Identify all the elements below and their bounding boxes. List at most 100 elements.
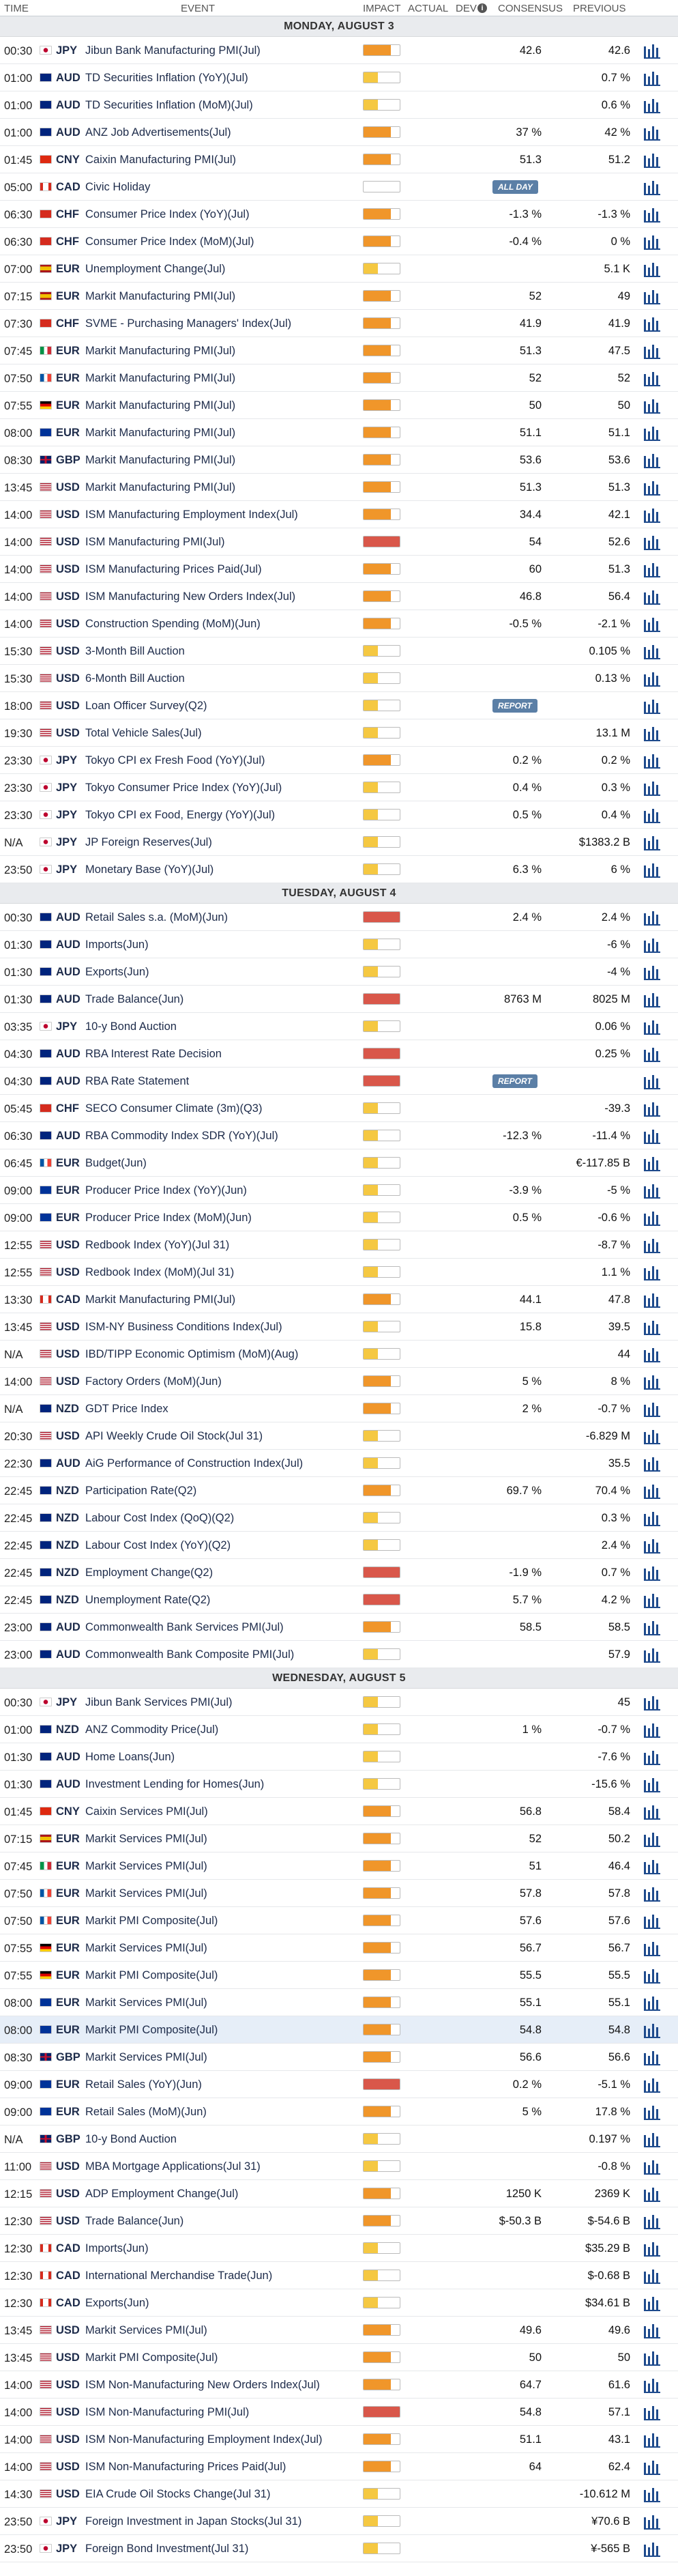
chart-icon[interactable] — [643, 1428, 662, 1444]
event-name[interactable]: ANZ Commodity Price(Jul) — [85, 1723, 219, 1736]
event-name[interactable]: Labour Cost Index (YoY)(Q2) — [85, 1539, 231, 1551]
table-row[interactable]: 22:45 NZD Unemployment Rate(Q2) 5.7 % 4.2 % — [0, 1586, 678, 1614]
chart-icon[interactable] — [643, 561, 662, 577]
event-name[interactable]: Budget(Jun) — [85, 1157, 147, 1169]
chart-icon[interactable] — [643, 752, 662, 769]
table-row[interactable]: 01:00 AUD TD Securities Inflation (MoM)(Ju… — [0, 91, 678, 119]
chart-icon[interactable] — [643, 206, 662, 223]
chart-icon[interactable] — [643, 2513, 662, 2530]
table-row[interactable]: N/A GBP 10-y Bond Auction 0.197 % — [0, 2126, 678, 2153]
chart-icon[interactable] — [643, 1940, 662, 1956]
event-name[interactable]: Total Vehicle Sales(Jul) — [85, 727, 202, 739]
table-row[interactable]: 09:00 EUR Retail Sales (YoY)(Jun) 0.2 % -5.1… — [0, 2071, 678, 2098]
chart-icon[interactable] — [643, 1776, 662, 1792]
table-row[interactable]: 06:30 CHF Consumer Price Index (YoY)(Jul) -… — [0, 201, 678, 228]
chart-icon[interactable] — [643, 1994, 662, 2011]
chart-icon[interactable] — [643, 370, 662, 386]
chart-icon[interactable] — [643, 1694, 662, 1711]
chart-icon[interactable] — [643, 964, 662, 980]
event-name[interactable]: Markit Manufacturing PMI(Jul) — [85, 372, 236, 384]
event-name[interactable]: Retail Sales s.a. (MoM)(Jun) — [85, 911, 229, 924]
table-row[interactable]: 14:00 USD Factory Orders (MoM)(Jun) 5 % 8 % — [0, 1368, 678, 1395]
table-row[interactable]: 07:45 EUR Markit Manufacturing PMI(Jul) 51.… — [0, 337, 678, 364]
table-row[interactable]: 01:30 AUD Imports(Jun) -6 % — [0, 931, 678, 958]
chart-icon[interactable] — [643, 2431, 662, 2448]
header-actual[interactable]: ACTUAL — [408, 3, 449, 14]
chart-icon[interactable] — [643, 1564, 662, 1581]
table-row[interactable]: 01:00 AUD TD Securities Inflation (YoY)(Ju… — [0, 64, 678, 91]
chart-icon[interactable] — [643, 124, 662, 141]
event-name[interactable]: ISM-NY Business Conditions Index(Jul) — [85, 1321, 282, 1333]
event-name[interactable]: ISM Non-Manufacturing Employment Index(J… — [85, 2433, 323, 2446]
table-row[interactable]: 01:00 NZD ANZ Commodity Price(Jul) 1 % -0.7 … — [0, 1716, 678, 1743]
chart-icon[interactable] — [643, 1749, 662, 1765]
event-name[interactable]: Markit PMI Composite(Jul) — [85, 1969, 218, 1981]
event-name[interactable]: 6-Month Bill Auction — [85, 672, 185, 685]
table-row[interactable]: N/A NZD GDT Price Index 2 % -0.7 % — [0, 1395, 678, 1422]
table-row[interactable]: 07:15 EUR Markit Services PMI(Jul) 52 50.2 — [0, 1825, 678, 1852]
event-name[interactable]: MBA Mortgage Applications(Jul 31) — [85, 2160, 261, 2173]
event-name[interactable]: EIA Crude Oil Stocks Change(Jul 31) — [85, 2488, 271, 2500]
chart-icon[interactable] — [643, 1913, 662, 1929]
header-impact[interactable]: IMPACT — [363, 3, 401, 14]
event-name[interactable]: Markit PMI Composite(Jul) — [85, 2351, 218, 2364]
chart-icon[interactable] — [643, 991, 662, 1007]
event-name[interactable]: Tokyo CPI ex Food, Energy (YoY)(Jul) — [85, 809, 276, 821]
event-name[interactable]: Commonwealth Bank Services PMI(Jul) — [85, 1621, 284, 1633]
chart-icon[interactable] — [643, 2267, 662, 2284]
chart-icon[interactable] — [643, 1291, 662, 1308]
chart-icon[interactable] — [643, 2322, 662, 2338]
event-name[interactable]: Markit PMI Composite(Jul) — [85, 2024, 218, 2036]
event-name[interactable]: RBA Rate Statement — [85, 1075, 190, 1087]
table-row[interactable]: 07:30 CHF SVME - Purchasing Managers' Inde… — [0, 310, 678, 337]
dev-info-icon[interactable]: i — [477, 3, 487, 13]
chart-icon[interactable] — [643, 725, 662, 741]
event-name[interactable]: Markit Services PMI(Jul) — [85, 2051, 207, 2063]
table-row[interactable]: 13:45 USD Markit Manufacturing PMI(Jul) 51.… — [0, 474, 678, 501]
chart-icon[interactable] — [643, 936, 662, 953]
event-name[interactable]: Commonwealth Bank Composite PMI(Jul) — [85, 1648, 295, 1661]
event-name[interactable]: Jibun Bank Services PMI(Jul) — [85, 1696, 233, 1708]
event-name[interactable]: 3-Month Bill Auction — [85, 645, 185, 657]
chart-icon[interactable] — [643, 861, 662, 878]
event-name[interactable]: Producer Price Index (YoY)(Jun) — [85, 1184, 247, 1197]
table-row[interactable]: 00:30 JPY Jibun Bank Services PMI(Jul) 45 — [0, 1689, 678, 1716]
event-name[interactable]: Unemployment Rate(Q2) — [85, 1594, 211, 1606]
header-previous[interactable]: PREVIOUS — [573, 3, 626, 14]
table-row[interactable]: 08:30 GBP Markit Manufacturing PMI(Jul) 53.… — [0, 446, 678, 474]
table-row[interactable]: 23:30 JPY Tokyo CPI ex Fresh Food (YoY)(Ju… — [0, 747, 678, 774]
table-row[interactable]: 22:45 NZD Labour Cost Index (YoY)(Q2) 2.4 % — [0, 1532, 678, 1559]
chart-icon[interactable] — [643, 2349, 662, 2366]
event-name[interactable]: Caixin Manufacturing PMI(Jul) — [85, 154, 236, 166]
event-name[interactable]: Markit Manufacturing PMI(Jul) — [85, 427, 236, 439]
table-row[interactable]: 05:00 CAD Civic Holiday ALL DAY — [0, 173, 678, 201]
event-name[interactable]: AiG Performance of Construction Index(Ju… — [85, 1457, 304, 1470]
chart-icon[interactable] — [643, 42, 662, 59]
chart-icon[interactable] — [643, 807, 662, 823]
event-name[interactable]: Markit Services PMI(Jul) — [85, 1860, 207, 1872]
event-name[interactable]: Imports(Jun) — [85, 939, 149, 951]
chart-icon[interactable] — [643, 1967, 662, 1984]
chart-icon[interactable] — [643, 1073, 662, 1089]
chart-icon[interactable] — [643, 1100, 662, 1117]
table-row[interactable]: 23:30 JPY Tokyo Consumer Price Index (YoY)… — [0, 774, 678, 801]
chart-icon[interactable] — [643, 1401, 662, 1417]
table-row[interactable]: 04:30 AUD RBA Interest Rate Decision 0.25 % — [0, 1040, 678, 1068]
chart-icon[interactable] — [643, 1592, 662, 1608]
table-row[interactable]: N/A USD IBD/TIPP Economic Optimism (MoM)(A… — [0, 1341, 678, 1368]
header-time[interactable]: TIME — [4, 3, 29, 14]
event-name[interactable]: Markit Manufacturing PMI(Jul) — [85, 481, 236, 493]
event-name[interactable]: Markit Manufacturing PMI(Jul) — [85, 454, 236, 466]
table-row[interactable]: 07:50 EUR Markit PMI Composite(Jul) 57.6 57.… — [0, 1907, 678, 1934]
event-name[interactable]: Caixin Services PMI(Jul) — [85, 1805, 208, 1818]
event-name[interactable]: Civic Holiday — [85, 181, 151, 193]
chart-icon[interactable] — [643, 1455, 662, 1472]
event-name[interactable]: Tokyo CPI ex Fresh Food (YoY)(Jul) — [85, 754, 265, 767]
chart-icon[interactable] — [643, 1373, 662, 1390]
chart-icon[interactable] — [643, 70, 662, 86]
event-name[interactable]: ISM Manufacturing New Orders Index(Jul) — [85, 590, 296, 603]
chart-icon[interactable] — [643, 506, 662, 523]
event-name[interactable]: GDT Price Index — [85, 1403, 168, 1415]
chart-icon[interactable] — [643, 534, 662, 550]
chart-icon[interactable] — [643, 2186, 662, 2202]
